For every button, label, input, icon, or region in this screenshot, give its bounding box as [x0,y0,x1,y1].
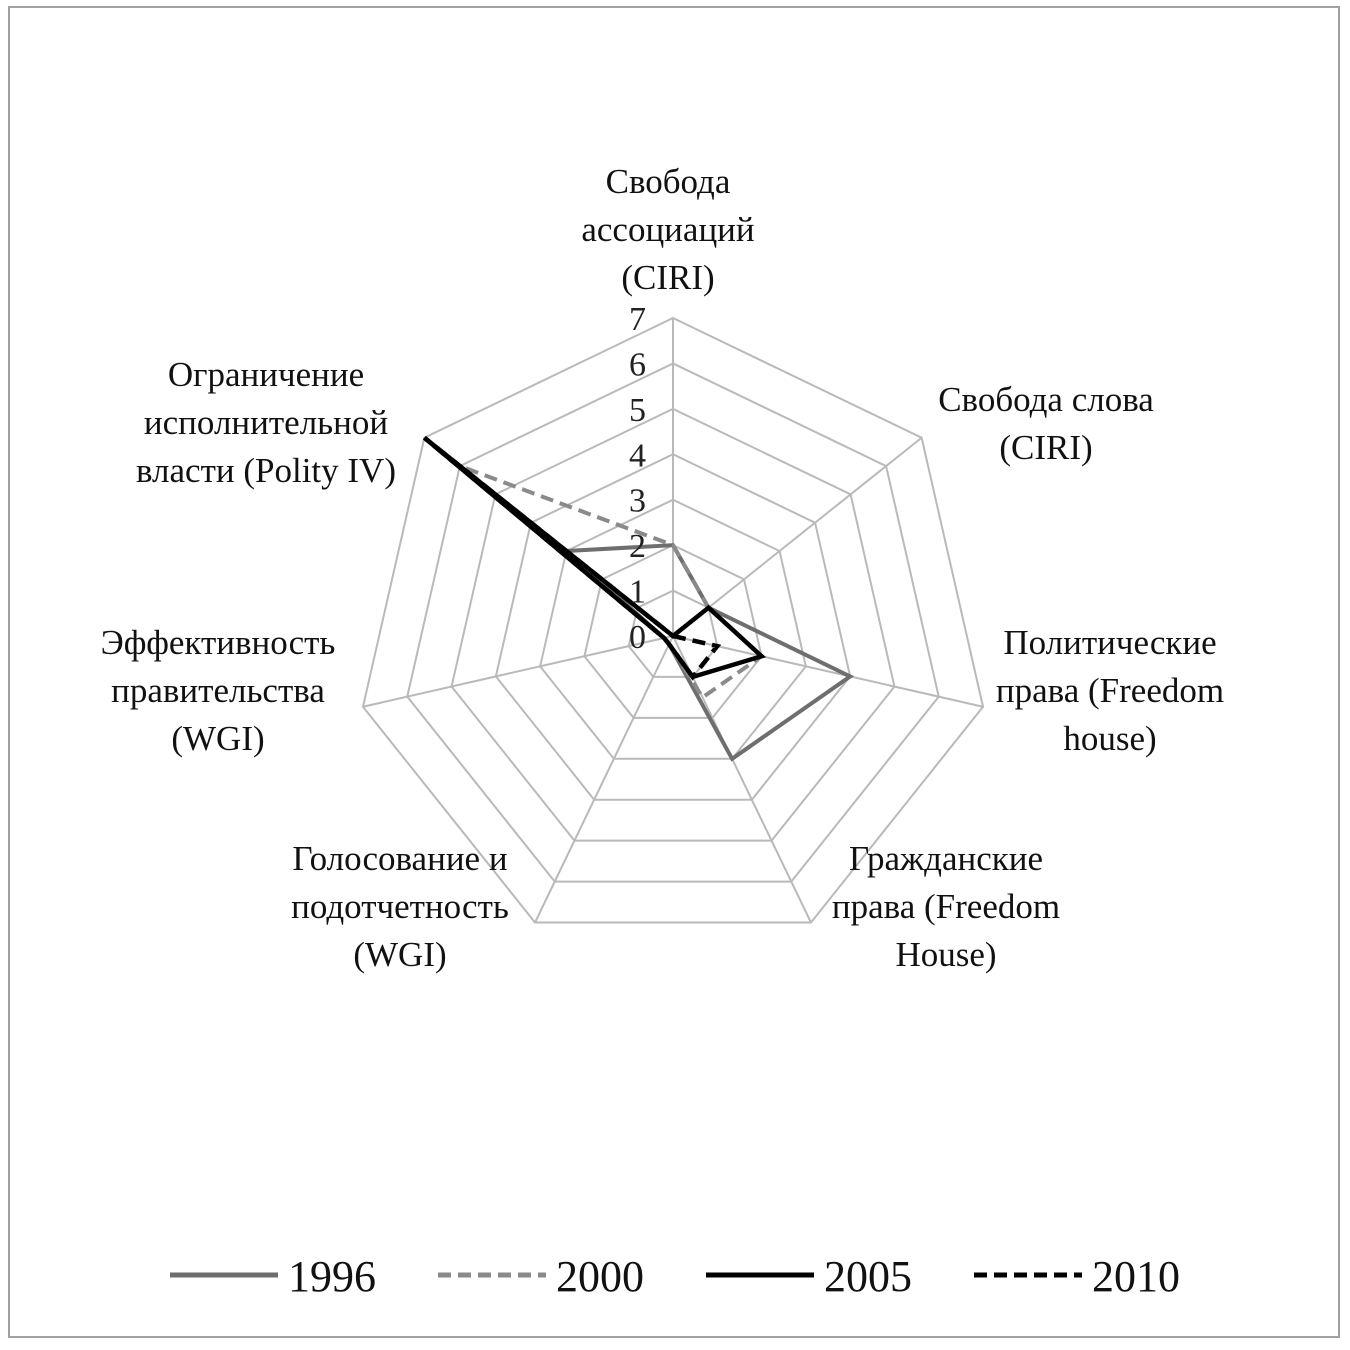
spoke-6 [362,635,674,708]
axis-label-3-line-1: Политические [1003,623,1216,662]
axis-label-5-line-1: Голосование и [292,839,507,878]
axis-label-5-line-3: (WGI) [353,935,446,974]
grid-ring-4 [494,453,852,801]
axis-labels: Свобода ассоциаций (CIRI) Свобода слова (CIR… [101,162,1224,974]
axis-label-2-line-2: (CIRI) [999,428,1092,467]
tick-label-4: 4 [629,437,646,474]
axis-label-7-line-2: исполнительной [144,403,388,442]
tick-label-3: 3 [629,483,646,520]
grid-ring-7 [361,316,985,924]
tick-label-5: 5 [629,392,646,429]
axis-label-1-line-1: Свобода [606,162,731,201]
series-1996 [561,543,855,762]
axis-label-7-line-3: власти (Polity IV) [136,451,396,490]
axis-label-2: Свобода слова (CIRI) [938,380,1154,467]
axis-label-4-line-3: House) [895,935,996,974]
legend-label-2010: 2010 [1092,1252,1180,1301]
series-2010 [422,435,722,681]
grid-ring-2 [583,544,763,719]
grid-ring-5 [450,407,896,842]
axis-label-2-line-1: Свобода слова [938,380,1154,419]
axis-label-1-line-3: (CIRI) [621,258,714,297]
axis-label-3: Политические права (Freedom house) [996,623,1224,758]
grid-ring-3 [539,498,807,760]
grid-ring-6 [406,362,940,883]
axis-label-6-line-2: правительства [111,671,325,710]
tick-label-6: 6 [629,346,646,383]
axis-label-7: Ограничение исполнительной власти (Polity … [136,355,396,490]
legend-label-1996: 1996 [288,1252,376,1301]
axis-label-6-line-3: (WGI) [171,719,264,758]
axis-label-1-line-2: ассоциаций [581,210,754,249]
axis-label-1: Свобода ассоциаций (CIRI) [581,162,754,297]
axis-label-5: Голосование и подотчетность (WGI) [291,839,509,974]
axis-label-3-line-3: house) [1063,719,1156,758]
axis-label-3-line-2: права (Freedom [996,671,1224,710]
chart-frame [8,6,1340,1338]
tick-label-1: 1 [629,574,646,611]
axis-label-4: Гражданские права (Freedom House) [832,839,1060,974]
axis-label-4-line-1: Гражданские [849,839,1043,878]
tick-label-0: 0 [629,619,646,656]
tick-label-7: 7 [629,301,646,338]
legend: 1996 2000 2005 2010 [170,1252,1180,1301]
axis-label-6: Эффективность правительства (WGI) [101,623,336,758]
axis-label-7-line-1: Ограничение [168,355,364,394]
legend-label-2000: 2000 [556,1252,644,1301]
legend-label-2005: 2005 [824,1252,912,1301]
radar-series [422,435,855,762]
spoke-2 [672,436,923,637]
spoke-5 [534,635,674,923]
spoke-3 [672,635,984,708]
radar-grid [361,316,985,924]
tick-label-2: 2 [629,528,646,565]
axis-label-4-line-2: права (Freedom [832,887,1060,926]
axis-label-5-line-2: подотчетность [291,887,509,926]
axis-label-6-line-1: Эффективность [101,623,336,662]
radial-tick-labels: 0 1 2 3 4 5 6 7 [629,301,646,656]
